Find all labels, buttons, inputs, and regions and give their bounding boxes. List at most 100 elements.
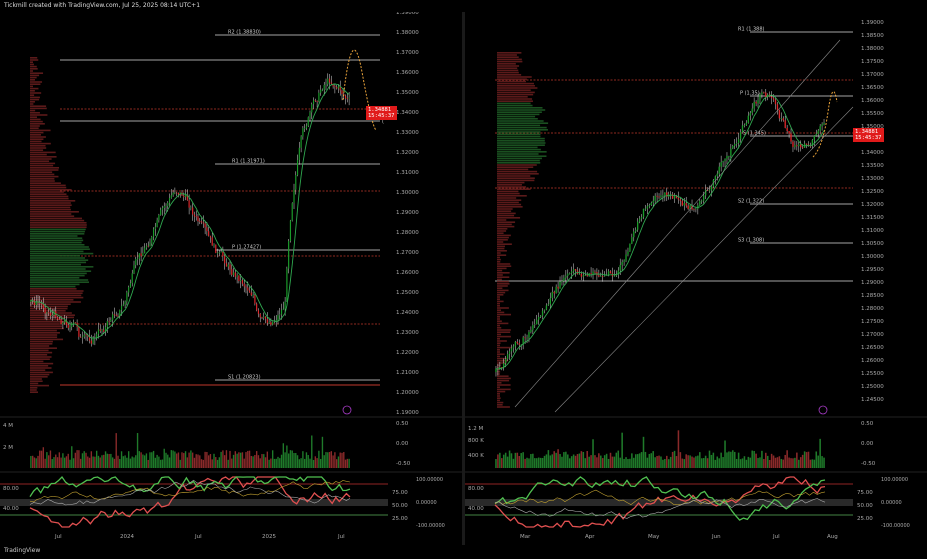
left-volume-bar bbox=[335, 459, 338, 468]
left-chart-pane[interactable]: 1.39000 1.38000 1.37000 1.36000 1.35000 1.340… bbox=[0, 12, 462, 545]
right-volume-bar bbox=[617, 450, 620, 468]
right-volume-profile-bar bbox=[497, 322, 509, 325]
left-volume-bar bbox=[231, 458, 233, 468]
left-volume-profile-bar bbox=[30, 233, 85, 235]
right-osc2-left-tick: 40.00 bbox=[468, 506, 484, 512]
left-volume-bar bbox=[159, 459, 162, 468]
left-candle-body bbox=[248, 290, 251, 293]
right-volume-profile-bar bbox=[497, 65, 520, 67]
right-candle-body bbox=[724, 158, 726, 161]
right-volume-bar bbox=[689, 455, 691, 468]
right-volume-profile-bar bbox=[497, 107, 543, 109]
right-volume-bar bbox=[526, 457, 528, 468]
left-volume-profile-bar bbox=[30, 283, 80, 286]
right-osc2-left-tick: 80.00 bbox=[468, 486, 484, 492]
left-volume-bar bbox=[124, 455, 126, 468]
left-candle-body bbox=[48, 312, 50, 314]
right-volume-profile-bar bbox=[497, 232, 504, 234]
right-volume-bar bbox=[786, 450, 788, 468]
right-price-tick: 1.38000 bbox=[861, 46, 884, 52]
left-candle-body bbox=[188, 200, 190, 208]
right-price-tick: 1.32500 bbox=[861, 189, 884, 195]
right-volume-bar bbox=[664, 458, 666, 468]
right-volume-profile-bar bbox=[497, 256, 500, 259]
pane-divider[interactable] bbox=[462, 12, 465, 545]
left-volume-profile-bar bbox=[30, 257, 86, 259]
left-chart-svg[interactable]: 1.39000 1.38000 1.37000 1.36000 1.35000 1.340… bbox=[0, 12, 462, 545]
right-volume-bar bbox=[572, 454, 575, 468]
right-candle-body bbox=[567, 273, 569, 276]
right-volume-bar bbox=[621, 432, 623, 468]
right-volume-bar bbox=[673, 450, 676, 468]
left-volume-bar bbox=[298, 459, 301, 468]
left-volume-bar bbox=[346, 458, 349, 468]
right-candle-body bbox=[505, 358, 507, 364]
left-candle-body bbox=[218, 252, 220, 253]
left-volume-bar bbox=[259, 458, 261, 468]
left-volume-profile-bar bbox=[30, 123, 45, 125]
right-volume-profile-bar bbox=[497, 364, 501, 366]
left-candle-body bbox=[348, 97, 350, 99]
right-volume-bar bbox=[559, 454, 561, 468]
right-volume-profile-bar bbox=[497, 313, 512, 316]
right-chart-pane[interactable]: 1.39000 1.38500 1.38000 1.37500 1.37000 1.365… bbox=[465, 12, 927, 545]
right-oscillator-line bbox=[494, 476, 826, 521]
left-volume-bar bbox=[213, 453, 215, 468]
left-volume-bar bbox=[206, 451, 208, 468]
left-candle-body bbox=[328, 78, 331, 83]
right-candle-body bbox=[615, 274, 617, 276]
left-volume-profile-bar bbox=[30, 246, 89, 248]
right-volume-bar bbox=[547, 450, 550, 468]
left-volume-profile-bar bbox=[30, 215, 75, 217]
left-volume-bar bbox=[327, 452, 329, 468]
left-candle-body bbox=[279, 314, 281, 316]
right-candle-body bbox=[747, 115, 749, 123]
right-volume-profile-bar bbox=[497, 379, 510, 382]
right-volume-bar bbox=[584, 458, 587, 468]
left-candle-body bbox=[312, 100, 315, 105]
left-volume-bar bbox=[156, 454, 158, 468]
left-volume-profile-bar bbox=[30, 340, 53, 343]
right-chart-svg[interactable]: 1.39000 1.38500 1.38000 1.37500 1.37000 1.365… bbox=[465, 12, 927, 545]
left-oscillator-line bbox=[29, 479, 351, 506]
right-volume-profile-bar bbox=[497, 63, 516, 65]
right-candle-body bbox=[683, 203, 685, 206]
left-volume-profile-bar bbox=[30, 244, 85, 246]
right-candle-body bbox=[798, 144, 800, 147]
left-candle-body bbox=[199, 221, 201, 223]
right-volume-bar bbox=[774, 457, 777, 468]
right-volume-profile-bar bbox=[497, 217, 521, 219]
left-volume-bar bbox=[127, 451, 130, 468]
left-candle-body bbox=[190, 207, 192, 209]
left-volume-profile-bar bbox=[30, 105, 47, 107]
left-osc1-tick: 0.00 bbox=[396, 441, 409, 447]
right-volume-profile-bar bbox=[497, 298, 500, 300]
left-level-label: R1 (1.31971) bbox=[232, 159, 265, 165]
right-volume-profile-bar bbox=[497, 164, 537, 166]
left-candle-body bbox=[202, 222, 204, 224]
right-osc1-tick: 0.50 bbox=[861, 421, 874, 427]
left-candle-body bbox=[126, 292, 128, 302]
footer: TradingView bbox=[0, 545, 927, 559]
left-volume-bar bbox=[140, 452, 142, 468]
right-volume-bar bbox=[528, 458, 530, 468]
left-candle-body bbox=[78, 326, 80, 337]
left-price-tick: 1.25000 bbox=[396, 290, 419, 296]
tradingview-logo[interactable]: TradingView bbox=[4, 547, 41, 554]
left-volume-bar bbox=[104, 451, 107, 468]
left-volume-profile-bar bbox=[30, 356, 52, 358]
left-oscillator-line bbox=[29, 475, 351, 498]
right-time-tick: Apr bbox=[585, 534, 595, 540]
right-volume-bar bbox=[666, 455, 668, 468]
left-volume-bar bbox=[255, 451, 258, 468]
left-volume-profile-bar bbox=[30, 76, 37, 79]
right-volume-profile-bar bbox=[497, 357, 507, 360]
right-volume-profile-bar bbox=[497, 285, 508, 287]
right-volume-bar bbox=[700, 458, 703, 468]
right-candle-body bbox=[621, 261, 623, 265]
left-volume-bar bbox=[37, 455, 39, 468]
right-volume-bar bbox=[644, 451, 647, 468]
right-candle-body bbox=[510, 348, 513, 352]
left-candle-body bbox=[236, 275, 238, 277]
right-volume-bar bbox=[605, 453, 608, 468]
